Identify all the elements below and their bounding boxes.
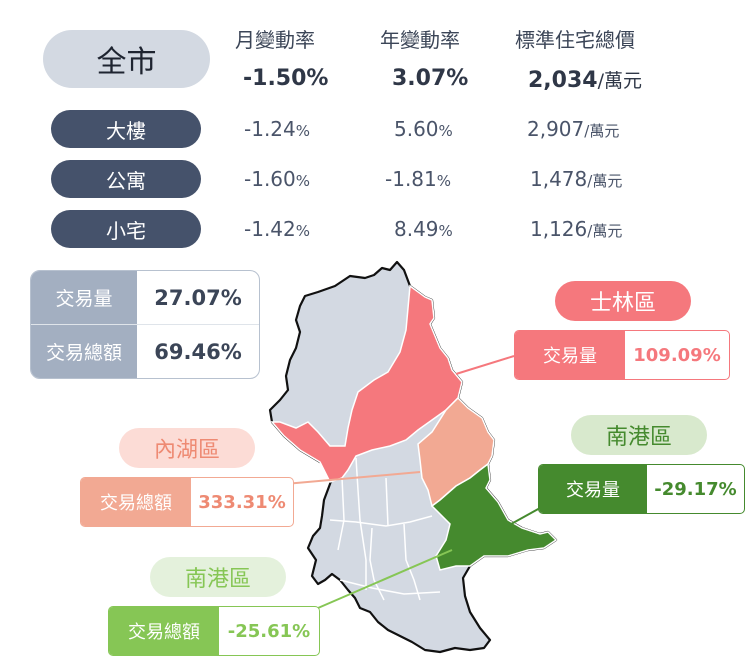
city-yearly-value: 3.07% [392,66,469,91]
type-apartment-price: 1,478/萬元 [530,167,622,191]
nangang-amount-tag: 南港區 [150,557,286,597]
pct: % [438,222,453,240]
value: -1.24 [244,117,296,141]
nangang-volume-callout-label: 交易量 [539,465,647,513]
type-small-yearly: 8.49% [394,217,453,241]
nangang-volume-callout: 交易量 -29.17% [538,464,745,514]
neihu-connector [284,471,421,485]
city-price-value: 2,034 [528,68,598,93]
value: 1,126 [530,217,588,241]
value: 5.60 [394,117,439,141]
stat-row-volume: 交易量 27.07% [31,271,259,325]
stat-row-amount: 交易總額 69.46% [31,325,259,378]
type-small-monthly: -1.42% [244,217,310,241]
shilin-callout-value: 109.09% [633,344,721,366]
nangang-amount-callout-value: -25.61% [227,620,311,642]
type-building-monthly: -1.24% [244,117,310,141]
type-label: 小宅 [106,218,146,243]
nangang-amount-callout-label: 交易總額 [109,607,219,655]
value: -1.81 [385,167,437,191]
type-apartment-yearly: -1.81% [385,167,451,191]
pct: % [436,172,452,190]
value: 8.49 [394,217,439,241]
shilin-connector [455,355,515,375]
value: -1.42 [244,217,296,241]
shilin-callout-label: 交易量 [515,331,625,379]
type-pill-apartment: 公寓 [51,160,201,198]
district-shilin [270,284,463,483]
value: 1,478 [530,167,588,191]
stat-value-amount: 69.46% [154,339,242,364]
neihu-callout-label: 交易總額 [81,478,191,526]
nangang-volume-tag: 南港區 [571,415,707,455]
value: -1.60 [244,167,296,191]
neihu-tag: 內湖區 [119,428,255,468]
type-pill-small: 小宅 [51,210,201,248]
city-all-pill: 全市 [43,30,210,88]
stat-label-amount: 交易總額 [31,325,137,378]
type-small-price: 1,126/萬元 [530,217,622,241]
neihu-name: 內湖區 [153,438,220,463]
neihu-callout-value: 333.31% [198,491,286,513]
unit: /萬元 [587,222,623,240]
unit: /萬元 [587,172,623,190]
city-price-unit: /萬元 [597,70,642,92]
pct: % [295,122,311,140]
col-monthly-header: 月變動率 [235,28,315,52]
pct: % [295,222,311,240]
shilin-name: 士林區 [589,291,656,316]
shilin-callout: 交易量 109.09% [514,330,730,380]
nangang-amount-connector [317,549,453,609]
value: 2,907 [527,117,585,141]
shilin-tag: 士林區 [555,281,691,321]
city-all-label: 全市 [96,45,157,80]
type-building-price: 2,907/萬元 [527,117,619,141]
type-label: 大樓 [106,118,146,143]
nangang-amount-callout: 交易總額 -25.61% [108,606,320,656]
neihu-callout: 交易總額 333.31% [80,477,294,527]
col-price-header: 標準住宅總價 [515,28,635,52]
stat-value-volume: 27.07% [154,285,242,310]
type-pill-building: 大樓 [51,110,201,148]
nangang-volume-connector [503,507,541,529]
district-borders [329,457,441,601]
city-monthly-value: -1.50% [243,66,329,91]
pct: % [295,172,311,190]
stat-label-volume: 交易量 [31,271,137,324]
type-building-yearly: 5.60% [394,117,453,141]
city-price: 2,034/萬元 [528,66,642,93]
nangang-volume-callout-value: -29.17% [654,478,737,500]
pct: % [438,122,453,140]
nangang-amount-name: 南港區 [184,567,251,592]
nangang-volume-name: 南港區 [605,425,672,450]
col-yearly-header: 年變動率 [380,28,460,52]
unit: /萬元 [584,122,620,140]
type-apartment-monthly: -1.60% [244,167,310,191]
city-stats-box: 交易量 27.07% 交易總額 69.46% [30,270,260,379]
district-nangang [430,462,558,571]
type-label: 公寓 [106,168,146,193]
